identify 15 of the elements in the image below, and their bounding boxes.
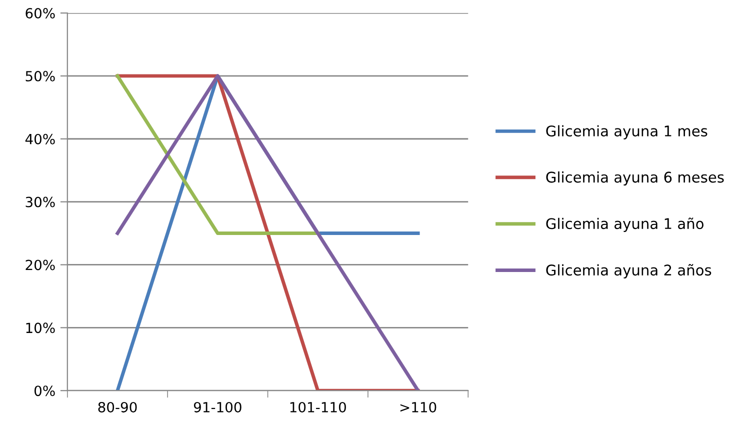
x-tick-label: >110 [400,402,436,412]
x-tick-label: 101-110 [290,402,346,412]
legend-label: Glicemia ayuna 1 año [546,218,704,232]
legend-label: Glicemia ayuna 1 mes [546,125,708,140]
y-tick-label: 60% [26,8,55,18]
y-tick-label: 20% [26,260,55,270]
y-tick-label: 40% [25,134,55,144]
x-tick-label: 91-100 [194,402,242,412]
legend-label: Glicemia ayuna 6 meses [546,171,724,186]
x-tick-label: 80-90 [98,402,137,412]
y-tick-label: 50% [26,70,55,82]
y-tick-label: 10% [26,322,55,334]
y-tick-label: 30% [26,196,55,208]
legend-label: Glicemia ayuna 2 años [546,264,712,278]
y-tick-label: 0% [34,386,55,396]
